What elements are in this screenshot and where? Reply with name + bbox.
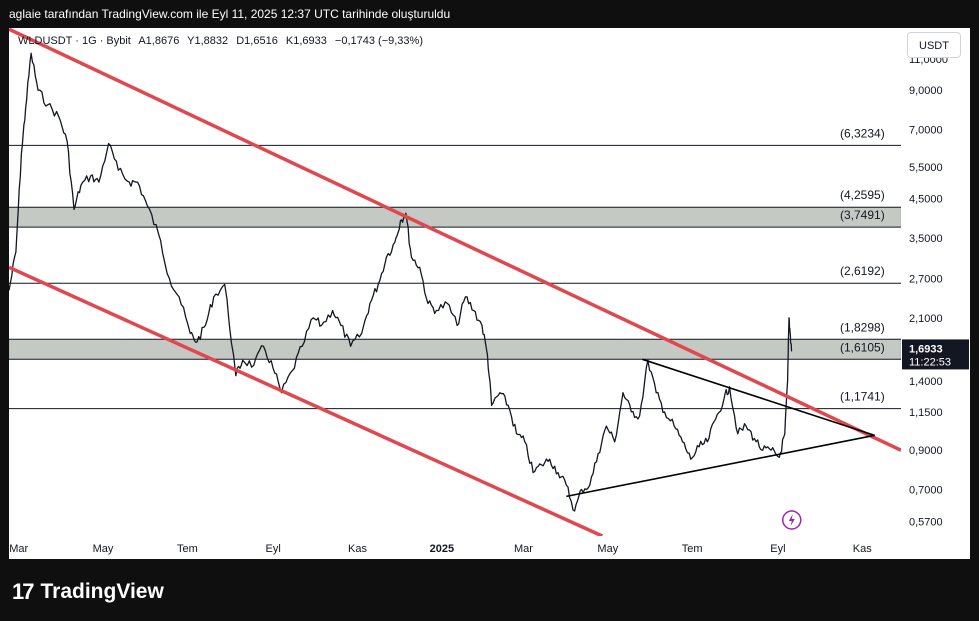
price-axis-tick: 4,5000 [909,194,943,206]
price-axis-tick: 7,0000 [909,125,943,137]
tradingview-logo[interactable]: 17 TradingView [12,579,164,605]
support-resistance-zone[interactable] [9,339,902,360]
candle-countdown: 11:22:53 [909,356,951,368]
level-label: (1,8298) [840,320,885,334]
time-axis-tick: Mar [9,543,28,555]
legend-close: K1,6933 [285,35,327,47]
level-label: (3,7491) [840,208,885,222]
chart-area[interactable]: (6,3234) (4,2595) (3,7491) (2,6192) (1,8298)… [9,28,970,559]
price-axis-tick: 0,7000 [909,485,943,497]
price-axis-tick: 1,1500 [909,407,943,419]
price-axis-tick: 0,9000 [909,445,943,457]
triangle-trendline[interactable] [642,358,875,437]
time-axis[interactable] [9,536,970,559]
time-axis-tick: Kas [853,543,872,555]
time-axis-tick: May [93,543,114,555]
price-axis-tick: 11,0000 [909,54,948,66]
price-axis-tick: 2,1000 [909,313,943,325]
price-axis[interactable] [901,28,970,559]
current-price-label [902,339,969,370]
level-label: (1,1741) [840,390,885,404]
time-axis-tick: Mar [514,543,533,555]
time-axis-tick: May [597,543,618,555]
price-series-line[interactable] [9,52,793,512]
triangle-trendline[interactable] [566,434,875,498]
attribution-header: aglaie tarafından TradingView.com ile Ey… [9,7,451,21]
legend-open: A1,8676 [138,35,180,47]
legend-high: Y1,8832 [187,35,229,47]
lightning-icon-glyph [788,514,795,526]
price-chart[interactable]: (6,3234) (4,2595) (3,7491) (2,6192) (1,8298)… [9,28,970,559]
level-label: (2,6192) [840,264,885,278]
tradingview-logo-text: TradingView [40,580,164,603]
price-axis-tick: 0,5700 [909,517,943,529]
current-price-value: 1,6933 [909,343,943,355]
price-axis-tick: 9,0000 [909,85,943,97]
legend-change: −0,1743 (−9,33%) [334,35,423,47]
legend-symbol[interactable]: WLDUSDT · 1G · Bybit [18,35,131,47]
price-axis-tick: 2,7000 [909,273,943,285]
time-axis-tick: Eyl [770,543,785,555]
support-resistance-zone[interactable] [9,206,902,228]
legend-low: D1,6516 [236,35,278,47]
price-axis-tick: 3,5000 [909,233,943,245]
time-axis-tick: 2025 [430,543,454,555]
channel-lower-line[interactable] [9,265,604,538]
time-axis-tick: Tem [682,543,703,555]
symbol-legend: WLDUSDT · 1G · Bybit A1,8676 Y1,8832 D1,… [18,35,428,47]
level-label: (6,3234) [840,126,885,140]
level-label: (4,2595) [840,188,885,202]
tradingview-logo-icon: 17 [12,579,35,604]
time-axis-tick: Eyl [266,543,281,555]
channel-upper-line[interactable] [9,28,902,452]
level-label: (1,6105) [840,340,885,354]
time-axis-tick: Kas [348,543,367,555]
price-axis-tick: 5,5000 [909,162,943,174]
price-axis-tick: 1,4000 [909,376,943,388]
time-axis-tick: Tem [177,543,198,555]
currency-button[interactable]: USDT [907,32,961,58]
